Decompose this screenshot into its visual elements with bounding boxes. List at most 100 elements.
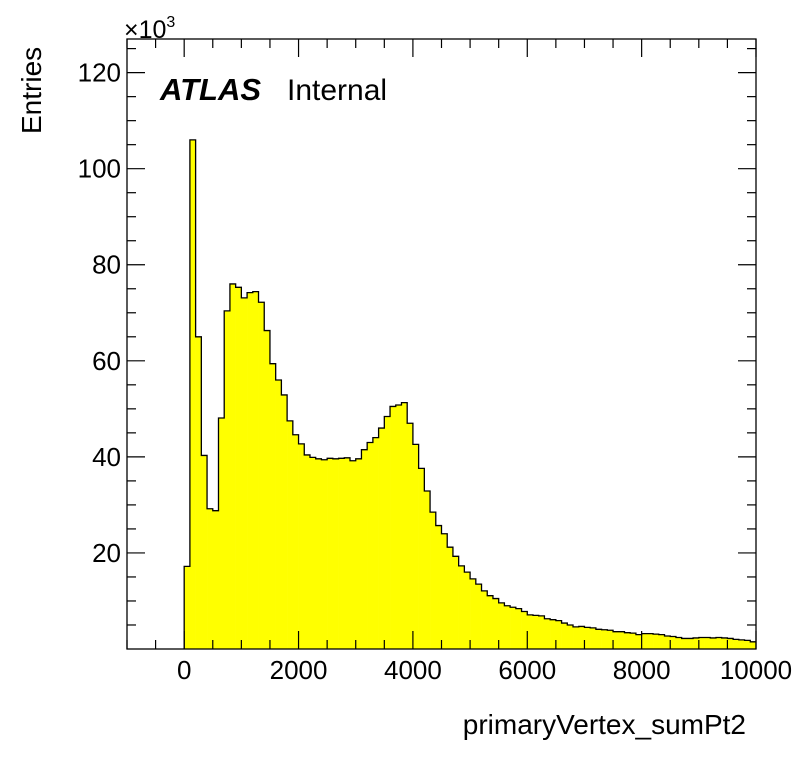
- histogram-bin: [515, 608, 522, 649]
- histogram-bin: [653, 634, 660, 649]
- histogram-bin: [298, 443, 305, 649]
- histogram-bin: [510, 607, 517, 649]
- histogram-bin: [235, 287, 242, 649]
- histogram-bin: [687, 638, 694, 649]
- histogram-bin: [693, 637, 700, 649]
- histogram-bin: [635, 634, 642, 649]
- histogram-bin: [229, 283, 236, 649]
- histogram-bars: [183, 139, 757, 649]
- axis-ticks: [126, 39, 757, 649]
- x-tick-label: 10000: [720, 655, 792, 685]
- histogram-bin: [315, 458, 322, 649]
- histogram-bin: [189, 139, 196, 649]
- histogram-bin: [287, 420, 294, 649]
- histogram-bin: [401, 402, 408, 649]
- histogram-bin: [184, 566, 191, 649]
- histogram-bin: [452, 556, 459, 649]
- histogram-bin: [595, 629, 602, 649]
- histogram-bin: [618, 631, 625, 649]
- histogram-bin: [487, 595, 494, 649]
- histogram-bin: [332, 458, 339, 649]
- histogram-bin: [550, 619, 557, 649]
- histogram-bin: [252, 291, 259, 649]
- histogram-bin: [292, 434, 299, 649]
- histogram-bin: [372, 437, 379, 649]
- histogram-bin: [304, 454, 311, 649]
- histogram-bin: [521, 611, 528, 649]
- histogram-bin: [247, 292, 254, 649]
- histogram-bin: [201, 455, 208, 649]
- histogram-bin: [492, 598, 499, 649]
- x-axis-title: primaryVertex_sumPt2: [463, 709, 746, 740]
- y-exponent-base: ×10: [124, 16, 166, 44]
- y-tick-label: 20: [92, 538, 121, 568]
- histogram-bin: [647, 633, 654, 649]
- histogram-bin: [715, 637, 722, 649]
- histogram-bin: [275, 380, 282, 649]
- y-tick-label: 60: [92, 346, 121, 376]
- histogram-bin: [544, 618, 551, 649]
- histogram-bin: [641, 633, 648, 649]
- histogram-bin: [561, 623, 568, 649]
- histogram-bin: [258, 302, 265, 649]
- histogram-bin: [532, 615, 540, 649]
- histogram-bin: [555, 620, 562, 649]
- histogram-bin: [698, 637, 705, 649]
- x-tick-label: 8000: [613, 655, 671, 685]
- histogram-bin: [464, 572, 471, 649]
- y-tick-label: 120: [78, 58, 121, 88]
- histogram-bin: [447, 547, 454, 649]
- histogram-bin: [418, 468, 425, 649]
- histogram-bin: [681, 638, 688, 649]
- histogram-bin: [281, 394, 288, 649]
- histogram-bin: [613, 631, 620, 649]
- histogram-bin: [738, 639, 745, 649]
- histogram-bin: [733, 639, 740, 649]
- y-tick-labels: 20 40 60 80 100 120: [78, 58, 121, 568]
- histogram-bin: [395, 405, 402, 649]
- histogram-bin: [567, 624, 574, 649]
- histogram-bin: [321, 459, 328, 649]
- x-tick-label: 0: [177, 655, 191, 685]
- y-exponent-power: 3: [166, 14, 175, 31]
- histogram-bin: [498, 602, 505, 649]
- histogram-bin: [218, 417, 225, 649]
- x-tick-label: 4000: [384, 655, 442, 685]
- histogram-bin: [212, 510, 219, 649]
- histogram-bin: [590, 627, 597, 649]
- histogram-bin: [390, 406, 397, 649]
- histogram-bin: [361, 449, 368, 649]
- histogram-bin: [430, 512, 437, 649]
- histogram-bin: [344, 457, 351, 649]
- histogram-bin: [721, 637, 728, 649]
- histogram-bin: [407, 423, 414, 649]
- histogram-bin: [458, 565, 465, 649]
- histogram-bin: [207, 508, 214, 649]
- y-exponent-label: ×103: [124, 14, 175, 44]
- histogram-bin: [481, 590, 488, 649]
- histogram-bin: [504, 605, 511, 649]
- histogram-bin: [744, 640, 751, 649]
- histogram-bin: [441, 533, 448, 649]
- histogram-bin: [584, 627, 591, 649]
- histogram-bin: [727, 638, 734, 649]
- histogram-bin: [578, 626, 585, 649]
- histogram-bin: [224, 310, 231, 649]
- x-tick-label: 6000: [498, 655, 556, 685]
- histogram-bin: [607, 630, 614, 649]
- histogram-bin: [470, 578, 477, 649]
- y-tick-label: 80: [92, 250, 121, 280]
- histogram-bin: [384, 416, 391, 649]
- histogram-bin: [412, 444, 419, 649]
- atlas-label: ATLAS: [159, 72, 261, 107]
- histogram-bin: [527, 614, 534, 649]
- histogram-bin: [475, 584, 482, 649]
- histogram-bin: [241, 297, 248, 649]
- histogram-bin: [750, 641, 757, 649]
- histogram-bin: [367, 442, 374, 649]
- histogram-bin: [424, 490, 431, 649]
- histogram-bin: [378, 428, 385, 649]
- histogram-bin: [435, 525, 442, 649]
- histogram-bin: [195, 336, 202, 649]
